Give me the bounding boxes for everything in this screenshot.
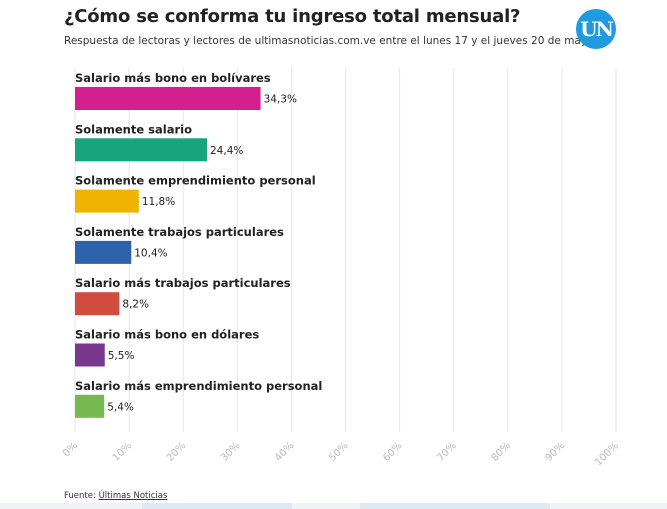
x-tick-label: 40% bbox=[273, 440, 297, 464]
bar[interactable] bbox=[75, 189, 139, 213]
source-link[interactable]: Últimas Noticias bbox=[98, 491, 168, 501]
chart-title: ¿Cómo se conforma tu ingreso total mensu… bbox=[64, 6, 521, 27]
logo-circle bbox=[576, 9, 616, 49]
x-tick-label: 70% bbox=[435, 440, 459, 464]
x-tick-label: 0% bbox=[61, 440, 80, 459]
bar[interactable] bbox=[75, 292, 120, 316]
value-label: 11,8% bbox=[142, 196, 175, 208]
x-tick-label: 50% bbox=[327, 440, 351, 464]
logo: UN bbox=[576, 9, 616, 49]
value-label: 10,4% bbox=[134, 247, 167, 259]
category-label: Salario más bono en dólares bbox=[75, 328, 259, 342]
category-label: Salario más trabajos particulares bbox=[75, 276, 291, 290]
bar[interactable] bbox=[75, 87, 261, 110]
logo-text: UN bbox=[580, 17, 613, 41]
bar[interactable] bbox=[75, 240, 132, 264]
x-tick-label: 10% bbox=[111, 440, 135, 464]
category-label: Salario más emprendimiento personal bbox=[75, 379, 322, 393]
x-tick-label: 100% bbox=[593, 440, 621, 468]
value-label: 8,2% bbox=[122, 299, 149, 311]
value-label: 5,5% bbox=[108, 350, 135, 362]
x-tick-label: 80% bbox=[489, 440, 513, 464]
x-tick-label: 20% bbox=[165, 440, 189, 464]
x-tick-label: 90% bbox=[544, 440, 568, 464]
value-label: 24,4% bbox=[210, 145, 243, 157]
source-label: Fuente: bbox=[64, 491, 96, 501]
bar[interactable] bbox=[75, 138, 208, 162]
category-label: Solamente trabajos particulares bbox=[75, 225, 284, 239]
chart-subtitle: Respuesta de lectoras y lectores de ulti… bbox=[64, 35, 597, 47]
x-tick-label: 60% bbox=[381, 440, 405, 464]
bar[interactable] bbox=[75, 343, 105, 367]
value-label: 5,4% bbox=[107, 401, 134, 413]
category-label: Salario más bono en bolívares bbox=[75, 71, 271, 85]
bar[interactable] bbox=[75, 394, 105, 418]
bottom-strip bbox=[0, 503, 667, 509]
value-label: 34,3% bbox=[264, 94, 297, 106]
source-note: Fuente: Últimas Noticias bbox=[64, 491, 167, 501]
category-label: Solamente salario bbox=[75, 122, 192, 136]
category-label: Solamente emprendimiento personal bbox=[75, 174, 316, 188]
x-tick-label: 30% bbox=[219, 440, 243, 464]
